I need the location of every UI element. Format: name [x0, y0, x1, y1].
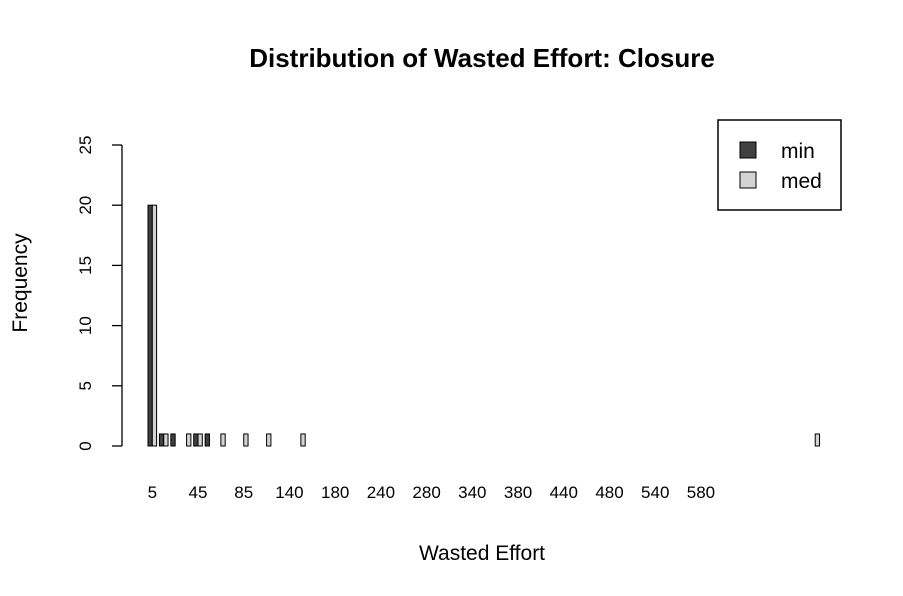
- x-tick-label: 340: [458, 483, 486, 502]
- bar-med-85: [243, 433, 249, 447]
- bar-min-15: [158, 433, 165, 447]
- bar-min-25: [170, 433, 176, 447]
- x-tick-label: 580: [687, 483, 715, 502]
- y-tick-label: 15: [76, 256, 95, 275]
- x-tick-label: 240: [367, 483, 395, 502]
- bar-med-35: [186, 433, 192, 447]
- bar-min-45: [193, 433, 199, 447]
- bar-med-15: [163, 433, 169, 447]
- x-tick-label: 140: [275, 483, 303, 502]
- y-tick-label: 5: [76, 381, 95, 390]
- bar-med-65: [220, 433, 226, 447]
- legend: min med: [717, 119, 842, 211]
- x-tick-label: 380: [504, 483, 532, 502]
- legend-label-med: med: [781, 170, 822, 193]
- bars: [147, 204, 821, 447]
- x-tick-label: 180: [321, 483, 349, 502]
- legend-swatch-min: [739, 141, 757, 159]
- x-tick-label: 85: [234, 483, 253, 502]
- x-tick-label: 280: [412, 483, 440, 502]
- x-tick-label: 540: [641, 483, 669, 502]
- bar-med-580: [814, 433, 821, 447]
- x-tick-label: 5: [148, 483, 157, 502]
- bar-med-105: [266, 433, 272, 447]
- legend-box: [717, 119, 842, 211]
- y-axis-label: Frequency: [9, 233, 32, 333]
- x-axis-label: Wasted Effort: [419, 542, 545, 565]
- bar-med-135: [300, 433, 306, 447]
- legend-swatch-med: [739, 171, 757, 189]
- chart-title: Distribution of Wasted Effort: Closure: [249, 43, 715, 73]
- bar-min-5: [147, 204, 153, 447]
- legend-label-min: min: [781, 140, 815, 163]
- x-tick-label: 480: [595, 483, 623, 502]
- y-axis: 0 5 10 15 20 25: [76, 136, 123, 451]
- y-tick-label: 25: [76, 136, 95, 155]
- bar-med-5: [151, 204, 158, 447]
- bar-min-55: [204, 433, 210, 447]
- y-tick-label: 20: [76, 196, 95, 215]
- bar-med-45: [197, 433, 203, 447]
- x-tick-label: 440: [550, 483, 578, 502]
- y-tick-label: 0: [76, 441, 95, 450]
- x-axis-ticks: 5 45 85 140 180 240 280 340 380 440 480 540 580: [148, 483, 716, 502]
- x-tick-label: 45: [189, 483, 208, 502]
- y-tick-label: 10: [76, 316, 95, 335]
